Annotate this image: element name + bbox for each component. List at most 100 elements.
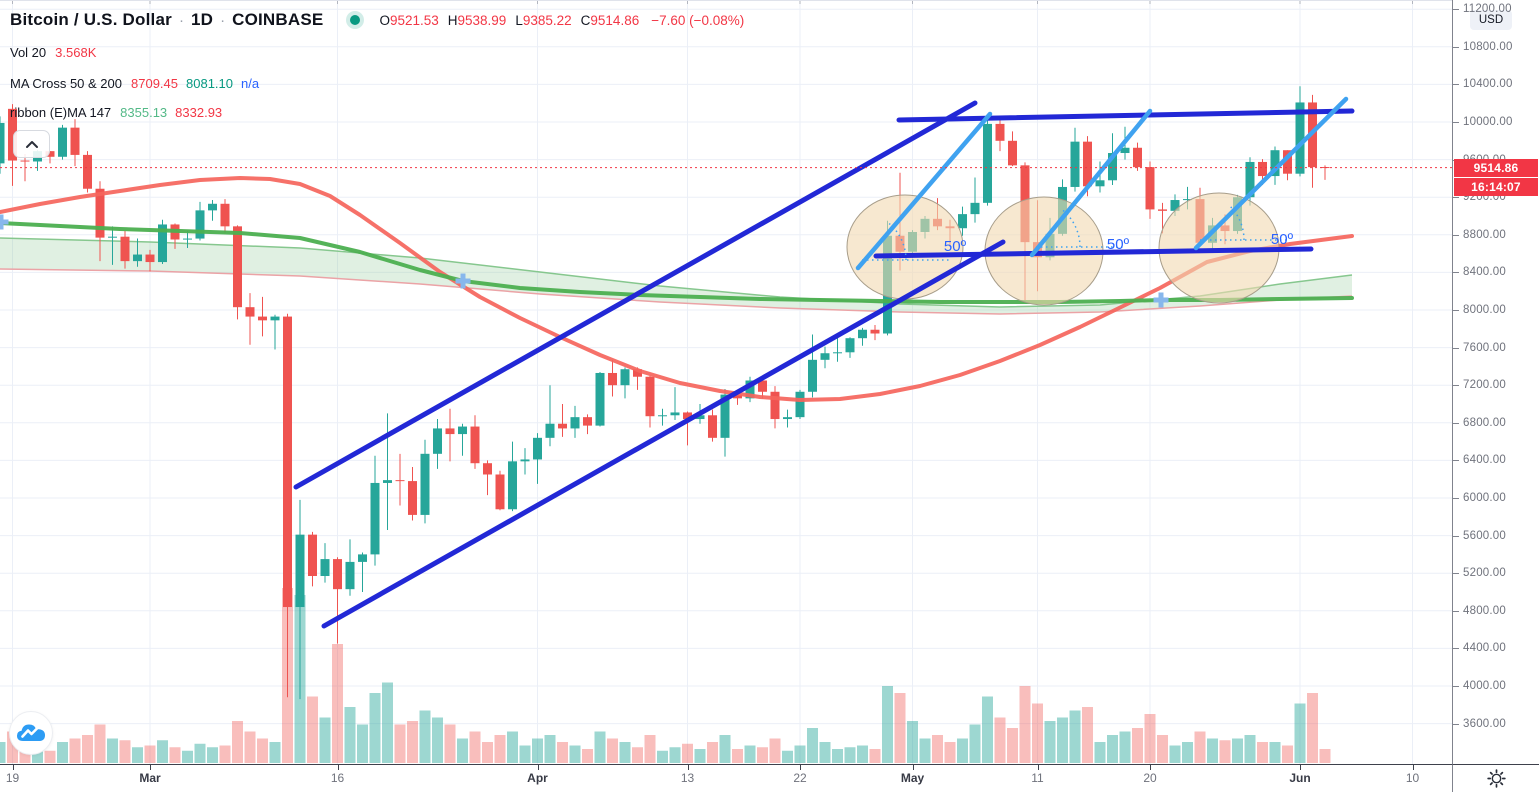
time-axis-tick <box>800 765 801 770</box>
price-axis-tick <box>1453 347 1459 349</box>
volume-bar <box>1157 735 1168 763</box>
symbol-info-row[interactable]: Bitcoin / U.S. Dollar · 1D · COINBASE O9… <box>10 10 744 30</box>
candle-body <box>495 474 505 510</box>
candle-body <box>270 316 280 321</box>
candle-body <box>8 108 17 161</box>
price-scale-settings-button[interactable] <box>1452 764 1539 792</box>
angle-arc-dotted <box>1061 209 1081 248</box>
volume-bar <box>382 682 393 763</box>
indicator-row-ribbon[interactable]: ribbon (E)MA 147 8355.13 8332.93 <box>10 105 222 120</box>
price-axis-tick <box>1453 234 1459 236</box>
interval-label: 1D <box>190 10 214 29</box>
volume-bar <box>582 749 593 763</box>
volume-bar <box>32 749 43 763</box>
indicator-row-volume[interactable]: Vol 20 3.568K <box>10 45 96 60</box>
candle-body <box>1270 150 1280 177</box>
candle-body <box>20 160 30 162</box>
resistance-line[interactable] <box>896 108 1355 123</box>
candle-body <box>83 154 92 189</box>
price-chart-pane[interactable]: 50º 50º 50º <box>0 0 1452 764</box>
volume-bar <box>1044 721 1056 763</box>
price-axis-label: 11200.00 <box>1463 3 1512 16</box>
indicator-value: n/a <box>241 76 260 91</box>
price-axis-label: 8800.00 <box>1463 228 1506 241</box>
gann-angle-1[interactable] <box>855 111 993 271</box>
volume-bar <box>544 735 556 763</box>
indicator-row-ma-cross[interactable]: MA Cross 50 & 200 8709.45 8081.10 n/a <box>10 76 259 91</box>
legend-collapse-button[interactable] <box>13 130 50 158</box>
volume-bar <box>1057 717 1068 763</box>
candle-body <box>0 122 5 164</box>
candle-body <box>208 203 217 211</box>
volume-bar <box>1244 735 1256 763</box>
angle-lines-layer: 50º 50º 50º <box>855 96 1349 271</box>
candle-body <box>845 338 855 353</box>
volume-bar <box>819 742 831 763</box>
volume-bar <box>132 747 143 763</box>
trend-lines-layer <box>293 100 1355 629</box>
volume-bar <box>469 731 481 763</box>
time-axis-label: 16 <box>330 771 345 785</box>
support-line[interactable] <box>873 246 1314 259</box>
price-axis-label: 10800.00 <box>1463 40 1513 53</box>
volume-bar <box>657 750 668 763</box>
volume-bar <box>882 686 893 763</box>
price-axis-label: 6000.00 <box>1463 491 1506 504</box>
candle-body <box>1183 199 1192 201</box>
price-axis[interactable]: USD 11200.0010800.0010400.0010000.009600… <box>1452 0 1539 792</box>
candle-body <box>133 254 142 262</box>
candle-body <box>470 426 480 464</box>
channel-lower-line[interactable] <box>321 239 1006 629</box>
volume-bar <box>144 745 156 763</box>
volume-bar <box>182 750 193 763</box>
channel-upper-line[interactable] <box>293 100 978 490</box>
candle-body <box>345 561 355 590</box>
candle-body <box>1145 167 1155 210</box>
volume-bar <box>757 747 768 763</box>
volume-bar <box>1082 707 1093 763</box>
volume-bar <box>244 731 256 763</box>
tradingview-logo[interactable] <box>9 711 53 755</box>
price-axis-tick <box>1453 84 1459 86</box>
candle-body <box>308 534 317 577</box>
ribbon-ema-bottom-line <box>0 268 1353 315</box>
volume-bar <box>969 724 981 763</box>
price-axis-label: 7600.00 <box>1463 341 1506 354</box>
indicator-label: MA Cross 50 & 200 <box>10 76 122 91</box>
time-axis-tick <box>150 765 151 770</box>
volume-bar <box>557 742 568 763</box>
price-axis-label: 6400.00 <box>1463 454 1506 467</box>
price-axis-tick <box>1453 9 1459 11</box>
gann-angle-2[interactable] <box>1029 108 1153 258</box>
candle-body <box>383 480 392 483</box>
angle-degree-label: 50º <box>1107 236 1130 253</box>
candle-body <box>870 329 880 334</box>
volume-bar <box>319 717 331 763</box>
candle-body <box>95 188 105 238</box>
ma-cross-markers <box>0 214 1169 308</box>
gann-angle-3[interactable] <box>1193 96 1349 251</box>
ma-cross-marker <box>1158 292 1164 308</box>
time-axis[interactable]: 19 Mar 16 Apr 13 22 May 11 20 Jun 10 <box>0 764 1452 792</box>
chevron-up-icon <box>25 141 38 148</box>
volume-bar <box>0 742 6 763</box>
volume-bar <box>257 738 268 763</box>
volume-bar <box>832 749 843 763</box>
time-axis-label: 22 <box>793 771 807 785</box>
volume-bar <box>1207 738 1218 763</box>
volume-bar <box>694 749 706 763</box>
time-axis-tick <box>1412 765 1414 770</box>
indicator-label: Vol 20 <box>10 45 47 60</box>
candle-body <box>408 481 417 515</box>
ohlc-value: 9521.53 <box>389 12 439 28</box>
ohlc-values: O9521.53 H9538.99 L9385.22 C9514.86 <box>379 13 639 28</box>
indicator-value: 8355.13 <box>120 105 168 120</box>
candle-body <box>833 352 842 354</box>
volume-bar <box>107 738 118 763</box>
ohlc-key: L <box>515 12 523 28</box>
price-axis-label: 3600.00 <box>1463 717 1506 730</box>
volume-bar <box>632 747 643 763</box>
candle-body <box>458 426 467 435</box>
time-axis-tick <box>12 765 14 770</box>
